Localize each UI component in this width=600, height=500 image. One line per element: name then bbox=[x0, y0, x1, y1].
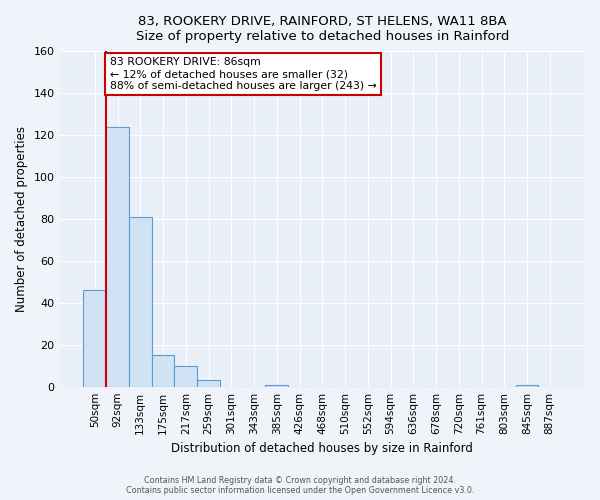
Bar bbox=[265, 384, 288, 386]
Bar bbox=[83, 290, 106, 386]
Bar bbox=[152, 355, 175, 386]
Bar bbox=[175, 366, 197, 386]
Bar bbox=[515, 384, 538, 386]
X-axis label: Distribution of detached houses by size in Rainford: Distribution of detached houses by size … bbox=[172, 442, 473, 455]
Bar bbox=[197, 380, 220, 386]
Y-axis label: Number of detached properties: Number of detached properties bbox=[15, 126, 28, 312]
Title: 83, ROOKERY DRIVE, RAINFORD, ST HELENS, WA11 8BA
Size of property relative to de: 83, ROOKERY DRIVE, RAINFORD, ST HELENS, … bbox=[136, 15, 509, 43]
Text: 83 ROOKERY DRIVE: 86sqm
← 12% of detached houses are smaller (32)
88% of semi-de: 83 ROOKERY DRIVE: 86sqm ← 12% of detache… bbox=[110, 58, 376, 90]
Bar bbox=[129, 217, 152, 386]
Bar bbox=[106, 126, 129, 386]
Text: Contains HM Land Registry data © Crown copyright and database right 2024.
Contai: Contains HM Land Registry data © Crown c… bbox=[126, 476, 474, 495]
